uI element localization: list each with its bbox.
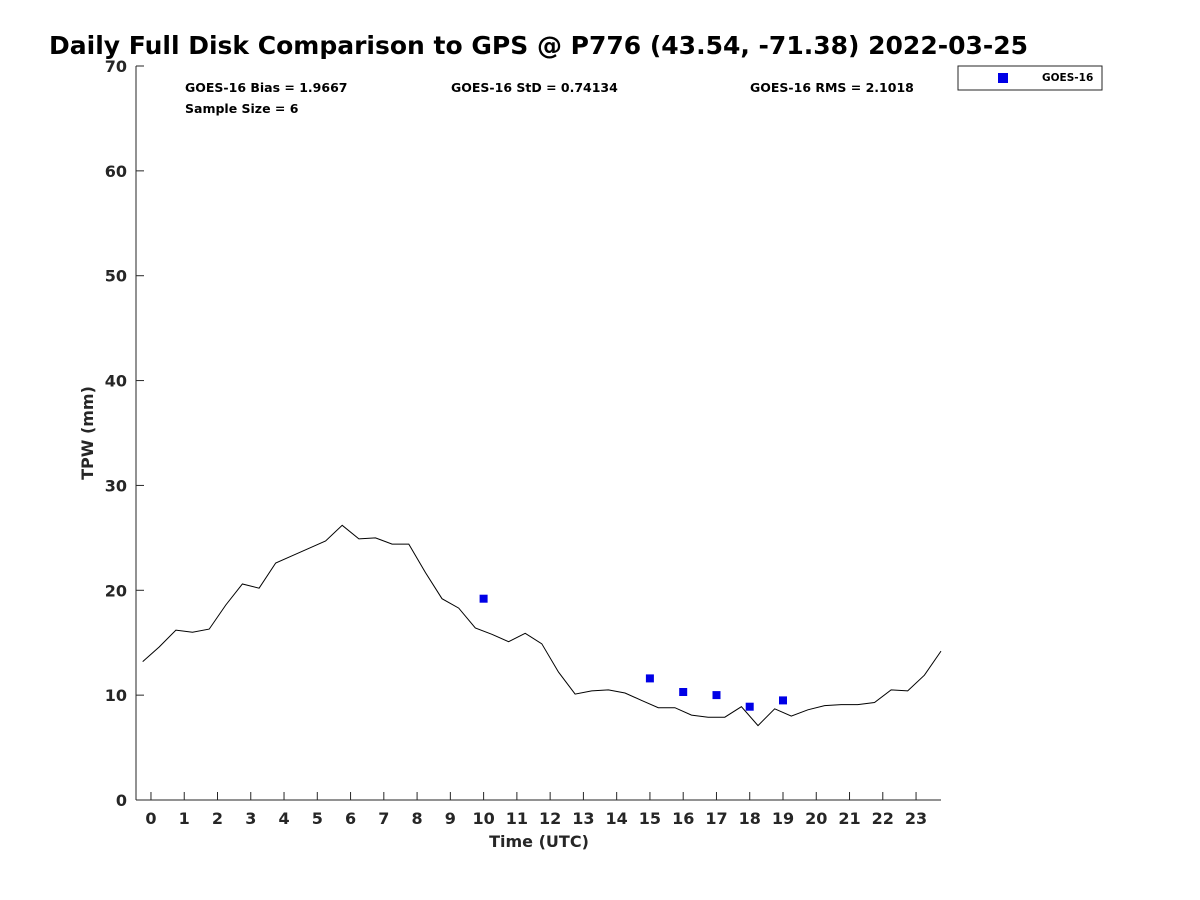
stat-bias: GOES-16 Bias = 1.9667: [185, 80, 347, 95]
x-axis-ticks: 0 1 2 3 4 5 6 7 8 9 10 11 12 13 14 15 16 17 18 19 20 21 22 23: [145, 792, 927, 828]
x-tick-label: 5: [312, 809, 323, 828]
x-tick-label: 3: [245, 809, 256, 828]
stat-rms: GOES-16 RMS = 2.1018: [750, 80, 914, 95]
x-axis-label: Time (UTC): [489, 832, 589, 851]
chart-title: Daily Full Disk Comparison to GPS @ P776…: [49, 31, 1028, 60]
x-tick-label: 13: [572, 809, 594, 828]
legend: GOES-16: [957, 65, 1103, 91]
y-tick-label: 20: [105, 581, 127, 600]
y-tick-label: 50: [105, 267, 127, 286]
x-tick-label: 17: [705, 809, 727, 828]
stat-std: GOES-16 StD = 0.74134: [451, 80, 618, 95]
x-tick-label: 10: [472, 809, 494, 828]
x-tick-label: 21: [838, 809, 860, 828]
x-tick-label: 23: [905, 809, 927, 828]
x-tick-label: 12: [539, 809, 561, 828]
goes16-point: [645, 674, 654, 683]
y-axis-ticks: 0 10 20 30 40 50 60 70: [105, 57, 144, 810]
x-tick-label: 1: [179, 809, 190, 828]
x-tick-label: 22: [872, 809, 894, 828]
goes16-point: [779, 696, 787, 705]
gps-tpw-line: [142, 524, 942, 727]
y-tick-label: 0: [116, 791, 127, 810]
x-tick-label: 8: [412, 809, 423, 828]
x-tick-label: 11: [506, 809, 528, 828]
x-tick-label: 15: [639, 809, 661, 828]
y-tick-label: 60: [105, 162, 127, 181]
x-tick-label: 4: [278, 809, 289, 828]
y-tick-label: 30: [105, 476, 127, 495]
y-tick-label: 40: [105, 372, 127, 391]
goes16-point: [745, 702, 754, 711]
x-tick-label: 18: [739, 809, 761, 828]
series-layer: [142, 524, 942, 727]
y-tick-label: 10: [105, 686, 127, 705]
legend-square-marker-icon: [998, 73, 1008, 83]
goes16-point: [712, 691, 721, 700]
x-tick-label: 16: [672, 809, 694, 828]
x-tick-label: 14: [606, 809, 628, 828]
x-tick-label: 2: [212, 809, 223, 828]
x-tick-label: 20: [805, 809, 827, 828]
stat-sample-size: Sample Size = 6: [185, 101, 299, 116]
x-tick-label: 9: [445, 809, 456, 828]
legend-label: GOES-16: [1042, 72, 1093, 84]
x-tick-label: 6: [345, 809, 356, 828]
x-tick-label: 7: [378, 809, 389, 828]
x-tick-label: 0: [145, 809, 156, 828]
y-axis-label: TPW (mm): [78, 386, 97, 480]
goes16-point: [479, 594, 488, 603]
legend-box: [957, 65, 1103, 91]
goes16-point: [679, 688, 688, 696]
x-tick-label: 19: [772, 809, 794, 828]
y-tick-label: 70: [105, 57, 127, 76]
